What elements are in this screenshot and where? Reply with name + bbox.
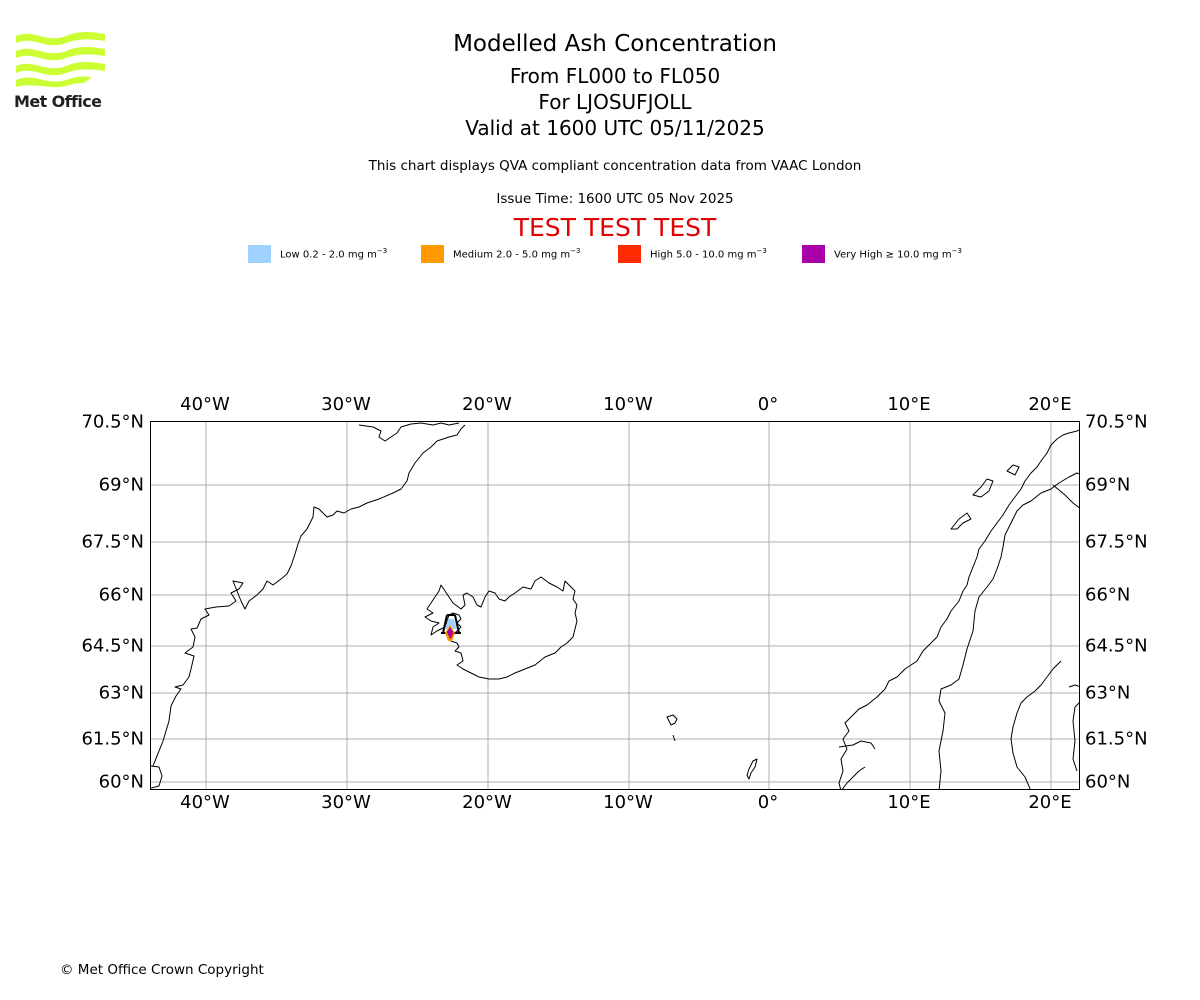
test-banner: TEST TEST TEST bbox=[513, 213, 717, 242]
lon-tick-label-bottom: 20°W bbox=[462, 792, 512, 813]
legend-label: Low 0.2 - 2.0 mg m−3 bbox=[280, 247, 388, 261]
legend-label: High 5.0 - 10.0 mg m−3 bbox=[650, 247, 767, 261]
lon-tick-label-top: 40°W bbox=[180, 394, 230, 415]
legend-swatch bbox=[802, 245, 825, 263]
ash-plume bbox=[445, 619, 457, 641]
lat-tick-label-left: 69°N bbox=[98, 474, 144, 496]
legend-swatch bbox=[421, 245, 444, 263]
legend-swatch bbox=[618, 245, 641, 263]
met-office-logo bbox=[14, 30, 106, 112]
lat-tick-label-right: 66°N bbox=[1085, 584, 1131, 606]
volcano-name: For LJOSUFJOLL bbox=[538, 90, 692, 114]
valid-time: Valid at 1600 UTC 05/11/2025 bbox=[465, 116, 765, 140]
legend-label: Very High ≥ 10.0 mg m−3 bbox=[834, 247, 962, 261]
legend-item: High 5.0 - 10.0 mg m−3 bbox=[618, 244, 767, 264]
met-office-wordmark: Met Office bbox=[14, 92, 102, 111]
chart-subtitle: This chart displays QVA compliant concen… bbox=[368, 158, 862, 174]
issue-time: Issue Time: 1600 UTC 05 Nov 2025 bbox=[496, 191, 734, 207]
lon-tick-label-bottom: 30°W bbox=[321, 792, 371, 813]
graticule bbox=[151, 422, 1079, 789]
lat-tick-label-right: 64.5°N bbox=[1085, 635, 1148, 657]
lat-tick-label-right: 70.5°N bbox=[1085, 411, 1148, 433]
lat-tick-label-right: 69°N bbox=[1085, 474, 1131, 496]
copyright-notice: © Met Office Crown Copyright bbox=[60, 962, 264, 978]
legend-item: Medium 2.0 - 5.0 mg m−3 bbox=[421, 244, 580, 264]
lon-tick-label-bottom: 20°E bbox=[1028, 792, 1072, 813]
lon-tick-label-bottom: 40°W bbox=[180, 792, 230, 813]
lat-tick-label-right: 60°N bbox=[1085, 771, 1131, 793]
coastlines bbox=[151, 422, 1079, 789]
lon-tick-label-top: 20°W bbox=[462, 394, 512, 415]
lat-tick-label-right: 67.5°N bbox=[1085, 531, 1148, 553]
legend-label: Medium 2.0 - 5.0 mg m−3 bbox=[453, 247, 581, 261]
lon-tick-label-top: 0° bbox=[757, 394, 779, 415]
lon-tick-label-top: 10°W bbox=[603, 394, 653, 415]
lon-tick-label-top: 30°W bbox=[321, 394, 371, 415]
lat-tick-label-left: 60°N bbox=[98, 771, 144, 793]
chart-title: Modelled Ash Concentration bbox=[453, 31, 777, 57]
lat-tick-label-left: 63°N bbox=[98, 682, 144, 704]
lat-tick-label-right: 61.5°N bbox=[1085, 728, 1148, 750]
legend-item: Very High ≥ 10.0 mg m−3 bbox=[802, 244, 962, 264]
lat-tick-label-left: 64.5°N bbox=[81, 635, 144, 657]
lat-tick-label-right: 63°N bbox=[1085, 682, 1131, 704]
lat-tick-label-left: 67.5°N bbox=[81, 531, 144, 553]
map-canvas bbox=[151, 422, 1079, 789]
lon-tick-label-bottom: 0° bbox=[757, 792, 779, 813]
legend-swatch bbox=[248, 245, 271, 263]
lon-tick-label-bottom: 10°W bbox=[603, 792, 653, 813]
lon-tick-label-top: 20°E bbox=[1028, 394, 1072, 415]
waves-icon bbox=[16, 32, 105, 88]
lat-tick-label-left: 70.5°N bbox=[81, 411, 144, 433]
lat-tick-label-left: 61.5°N bbox=[81, 728, 144, 750]
legend-item: Low 0.2 - 2.0 mg m−3 bbox=[248, 244, 387, 264]
flight-level-range: From FL000 to FL050 bbox=[509, 64, 721, 88]
lon-tick-label-bottom: 10°E bbox=[887, 792, 931, 813]
lat-tick-label-left: 66°N bbox=[98, 584, 144, 606]
map-frame bbox=[150, 421, 1080, 790]
lon-tick-label-top: 10°E bbox=[887, 394, 931, 415]
